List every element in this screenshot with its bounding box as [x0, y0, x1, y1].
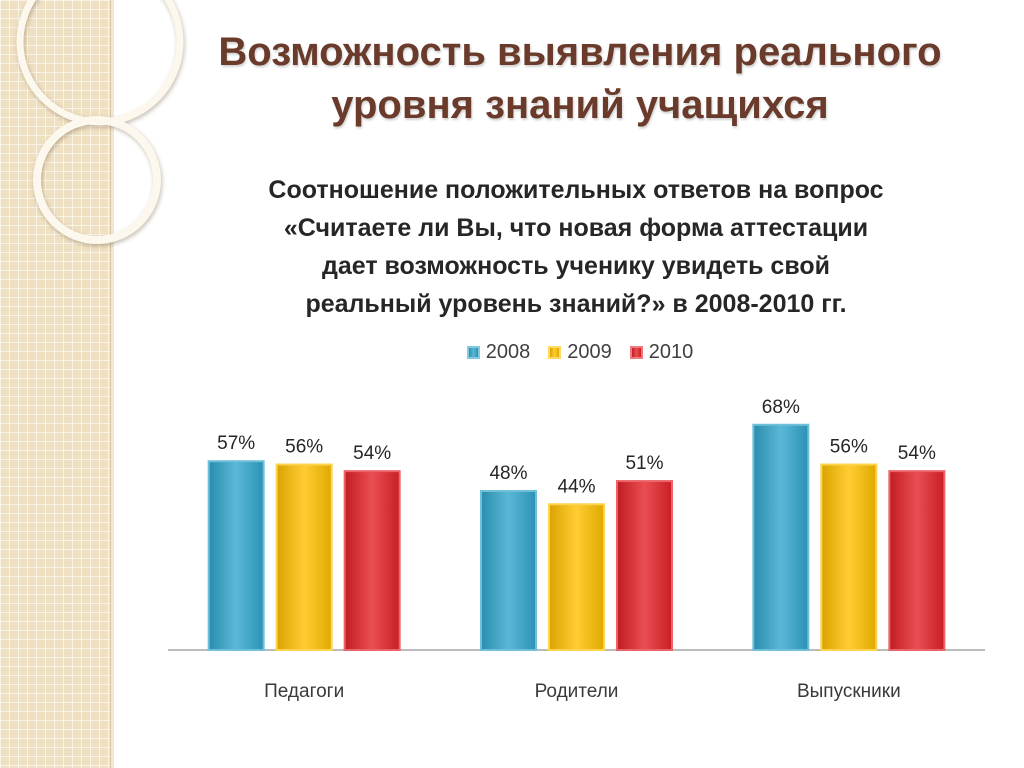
value-label: 56% [830, 437, 868, 458]
category-label: Выпускники [797, 681, 901, 702]
value-label: 48% [489, 463, 527, 484]
legend-label: 2010 [648, 341, 694, 363]
value-suffix: % [579, 476, 596, 497]
value-number: 44 [557, 476, 579, 497]
category-label: Педагоги [264, 681, 344, 702]
value-number: 56 [830, 437, 851, 458]
chart-title-line: дает возможность ученику увидеть свой [321, 252, 831, 280]
chart-title-line: реальный уровень знаний?» в 2008-2010 гг… [305, 290, 847, 318]
title-line: Возможность выявления реального [218, 30, 942, 74]
decorative-rings [16, 0, 184, 244]
title-line: уровня знаний учащихся [331, 83, 829, 127]
decorative-ring [33, 116, 161, 244]
slide-title: Возможность выявления реального уровня з… [140, 26, 1020, 132]
legend-item-2009: 2009 [548, 340, 612, 364]
chart-title: Соотношение положительных ответов на воп… [140, 171, 1012, 323]
value-number: 57 [217, 433, 238, 454]
value-suffix: % [238, 433, 255, 454]
value-number: 56 [285, 437, 306, 458]
value-label: 51% [625, 453, 663, 474]
legend-swatch [629, 345, 643, 359]
value-label: 57% [217, 433, 255, 454]
strip-edge-line [111, 0, 114, 768]
bar-2008-group-1 [207, 460, 265, 651]
legend-item-2010: 2010 [629, 340, 694, 364]
value-label: 44% [557, 476, 595, 497]
value-number: 48 [489, 463, 510, 484]
value-suffix: % [647, 453, 664, 474]
value-number: 51 [625, 453, 646, 474]
bar-2010-group-2 [616, 480, 673, 651]
value-suffix: % [783, 397, 800, 418]
bar-chart: 57% 56% 54%Педагоги48%44%51%Родители68%56%… [168, 397, 985, 702]
chart-title-line: Соотношение положительных ответов на воп… [268, 176, 884, 204]
legend-item-2008: 2008 [466, 340, 531, 364]
value-number: 54 [898, 443, 920, 464]
value-label: 54% [353, 443, 391, 464]
legend-swatch [548, 345, 562, 359]
value-label: 68% [762, 397, 800, 418]
bar-2010-group-1 [343, 470, 401, 651]
value-suffix: % [919, 443, 936, 464]
value-suffix: % [851, 437, 868, 458]
value-label: 54% [898, 443, 936, 464]
left-decorative-strip [0, 0, 111, 768]
bar-2010-group-3 [888, 470, 946, 651]
chart-legend: 2008 2009 2010 [140, 340, 1020, 364]
value-number: 54 [353, 443, 375, 464]
category-label: Родители [535, 681, 619, 702]
value-suffix: % [374, 443, 391, 464]
legend-swatch [466, 345, 480, 359]
bar-2009-group-3 [820, 463, 878, 651]
bar-2009-group-1 [275, 463, 333, 651]
bar-2009-group-2 [548, 503, 605, 651]
value-number: 68 [762, 397, 783, 418]
chart-title-line: «Считаете ли Вы, что новая форма аттеста… [283, 214, 869, 242]
legend-label: 2009 [567, 341, 612, 363]
value-suffix: % [511, 463, 528, 484]
value-label: 56% [285, 437, 323, 458]
bar-2008-group-3 [752, 423, 810, 651]
value-suffix: % [306, 437, 323, 458]
bar-2008-group-2 [480, 490, 537, 651]
legend-label: 2008 [485, 341, 531, 363]
